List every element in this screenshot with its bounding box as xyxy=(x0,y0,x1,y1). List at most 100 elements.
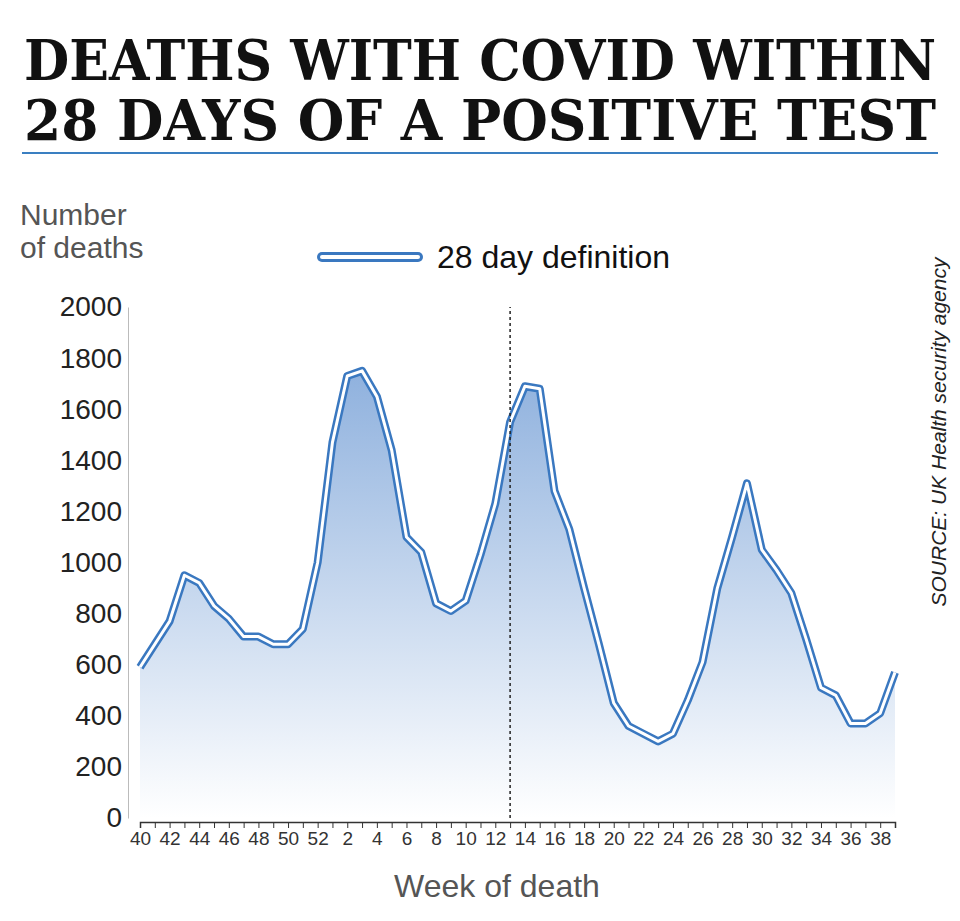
reference-line xyxy=(509,307,511,818)
legend: 28 day definition xyxy=(322,239,670,275)
x-tick-mark xyxy=(480,822,481,828)
x-tick-mark xyxy=(406,822,407,828)
x-tick-label: 2 xyxy=(342,828,353,849)
x-tick-mark xyxy=(673,822,674,828)
x-tick-label: 18 xyxy=(574,828,595,849)
x-tick-mark xyxy=(229,822,230,828)
x-tick: 8 xyxy=(431,822,442,849)
y-tick-label: 0 xyxy=(106,802,122,833)
y-axis-line xyxy=(128,308,129,819)
x-tick-mark xyxy=(155,822,156,828)
title-rule xyxy=(22,152,938,154)
y-tick-label: 1600 xyxy=(60,394,122,425)
x-tick xyxy=(688,822,689,828)
x-tick-mark xyxy=(436,822,437,828)
x-tick-mark xyxy=(495,822,496,828)
source: SOURCE: UK Health security agency xyxy=(927,256,950,606)
x-tick xyxy=(865,822,866,828)
x-tick xyxy=(658,822,659,828)
x-tick: 46 xyxy=(219,822,240,849)
y-tick: 1000 xyxy=(60,547,128,578)
legend-label: 28 day definition xyxy=(437,239,670,275)
y-tick-label: 600 xyxy=(75,649,122,680)
x-tick-label: 38 xyxy=(870,828,891,849)
x-tick-mark xyxy=(214,822,215,828)
x-tick xyxy=(540,822,541,828)
x-axis-line xyxy=(141,823,896,829)
x-tick: 48 xyxy=(248,822,269,849)
x-tick: 44 xyxy=(189,822,211,849)
x-tick-label: 36 xyxy=(841,828,862,849)
x-tick-label: 50 xyxy=(278,828,299,849)
x-tick-mark xyxy=(377,822,378,828)
x-tick-mark xyxy=(347,822,348,828)
x-tick-mark xyxy=(629,822,630,828)
x-tick: 32 xyxy=(781,822,802,849)
x-tick-label: 42 xyxy=(160,828,181,849)
y-tick-label: 1400 xyxy=(60,445,122,476)
series-line-core xyxy=(140,371,895,741)
x-tick-label: 22 xyxy=(633,828,654,849)
x-tick-mark xyxy=(362,822,363,828)
x-tick xyxy=(629,822,630,828)
x-tick: 28 xyxy=(722,822,743,849)
x-tick: 26 xyxy=(692,822,713,849)
title: DEATHS WITH COVID WITHIN28 DAYS OF A POS… xyxy=(24,27,936,153)
legend-swatch xyxy=(322,252,418,262)
x-tick: 14 xyxy=(515,822,537,849)
x-tick-label: 4 xyxy=(372,828,383,849)
x-tick xyxy=(569,822,570,828)
x-tick-mark xyxy=(451,822,452,828)
x-tick-label: 6 xyxy=(402,828,413,849)
x-tick-mark xyxy=(717,822,718,828)
x-tick xyxy=(777,822,778,828)
x-tick-mark xyxy=(895,822,896,828)
x-tick-mark xyxy=(703,822,704,828)
x-tick xyxy=(244,822,245,828)
x-tick-label: 28 xyxy=(722,828,743,849)
x-tick-label: 32 xyxy=(781,828,802,849)
x-tick-mark xyxy=(614,822,615,828)
x-tick: 52 xyxy=(308,822,329,849)
x-tick-mark xyxy=(332,822,333,828)
x-tick-label: 20 xyxy=(604,828,625,849)
x-tick-label: 8 xyxy=(431,828,442,849)
x-tick-label: 26 xyxy=(692,828,713,849)
series-line xyxy=(140,371,895,741)
y-tick: 0 xyxy=(106,802,128,833)
x-tick: 10 xyxy=(456,822,477,849)
x-tick-mark xyxy=(244,822,245,828)
x-tick-mark xyxy=(318,822,319,828)
y-tick: 1200 xyxy=(60,496,128,527)
x-tick-mark xyxy=(643,822,644,828)
x-tick-mark xyxy=(392,822,393,828)
x-tick: 36 xyxy=(841,822,862,849)
x-tick xyxy=(273,822,274,828)
y-tick-label: 800 xyxy=(75,598,122,629)
x-tick-mark xyxy=(184,822,185,828)
x-tick xyxy=(155,822,156,828)
x-tick-mark xyxy=(777,822,778,828)
x-tick-label: 24 xyxy=(663,828,685,849)
y-tick-label: 1000 xyxy=(60,547,122,578)
x-tick-label: 44 xyxy=(189,828,211,849)
y-axis-title: Numberof deaths xyxy=(20,198,143,264)
x-tick-mark xyxy=(288,822,289,828)
x-tick-mark xyxy=(273,822,274,828)
x-tick-mark xyxy=(821,822,822,828)
x-tick xyxy=(421,822,422,828)
x-tick: 20 xyxy=(604,822,625,849)
x-tick-mark xyxy=(258,822,259,828)
x-tick xyxy=(717,822,718,828)
y-tick-label: 1800 xyxy=(60,343,122,374)
x-tick-mark xyxy=(303,822,304,828)
x-tick-mark xyxy=(584,822,585,828)
x-tick xyxy=(599,822,600,828)
x-tick xyxy=(303,822,304,828)
x-tick: 50 xyxy=(278,822,299,849)
x-tick-label: 10 xyxy=(456,828,477,849)
x-tick-mark xyxy=(569,822,570,828)
y-tick-label: 1200 xyxy=(60,496,122,527)
x-tick: 30 xyxy=(752,822,773,849)
x-tick: 38 xyxy=(870,822,891,849)
